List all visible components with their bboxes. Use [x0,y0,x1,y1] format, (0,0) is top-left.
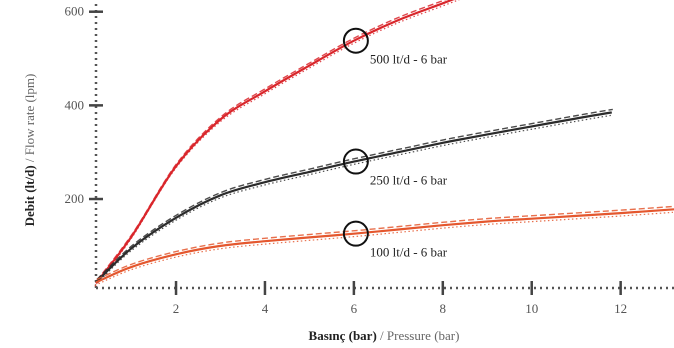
y-tick-label-600: 600 [65,4,85,19]
x-tick-label-8: 8 [440,301,447,316]
y-axis-title-secondary: / Flow rate (lpm) [22,74,37,166]
y-axis-title-main: Debit (lt/d) [22,165,37,226]
x-tick-label-2: 2 [173,301,180,316]
series-dot-2 [94,211,674,286]
series-1 [94,108,613,286]
annotation-label-1: 250 lt/d - 6 bar [370,173,448,188]
annotation-layer: 500 lt/d - 6 bar 250 lt/d - 6 bar 100 lt/d… [342,27,448,260]
series-layer [94,0,674,287]
annotation-label-2: 100 lt/d - 6 bar [370,245,448,260]
series-dot-0 [94,0,460,287]
series-line-1 [95,111,612,284]
y-tick-label-400: 400 [65,97,85,112]
x-tick-label-10: 10 [525,301,538,316]
series-dash-1 [96,108,613,280]
annotation-circle-1 [342,148,369,175]
annotation-label-0: 500 lt/d - 6 bar [370,52,448,67]
annotation-circle-2 [342,220,369,247]
series-line-2 [95,208,674,284]
axes: 2 4 6 8 10 12 200 400 600 [65,4,674,316]
series-line-0 [95,0,455,284]
series-2 [94,205,674,286]
series-0 [94,0,460,287]
annotation-circle-0 [342,27,369,54]
x-axis-title-main: Basınç (bar) [309,328,377,343]
y-axis-title: Debit (lt/d) / Flow rate (lpm) [22,74,37,227]
y-tick-label-200: 200 [65,191,85,206]
x-tick-label-4: 4 [262,301,269,316]
series-dot-1 [94,114,611,286]
x-axis-title-secondary: / Pressure (bar) [377,328,460,343]
x-axis-title: Basınç (bar) / Pressure (bar) [309,328,460,343]
x-tick-label-12: 12 [614,301,627,316]
x-tick-label-6: 6 [351,301,358,316]
series-dash-2 [96,205,674,281]
series-dash-0 [96,0,447,281]
